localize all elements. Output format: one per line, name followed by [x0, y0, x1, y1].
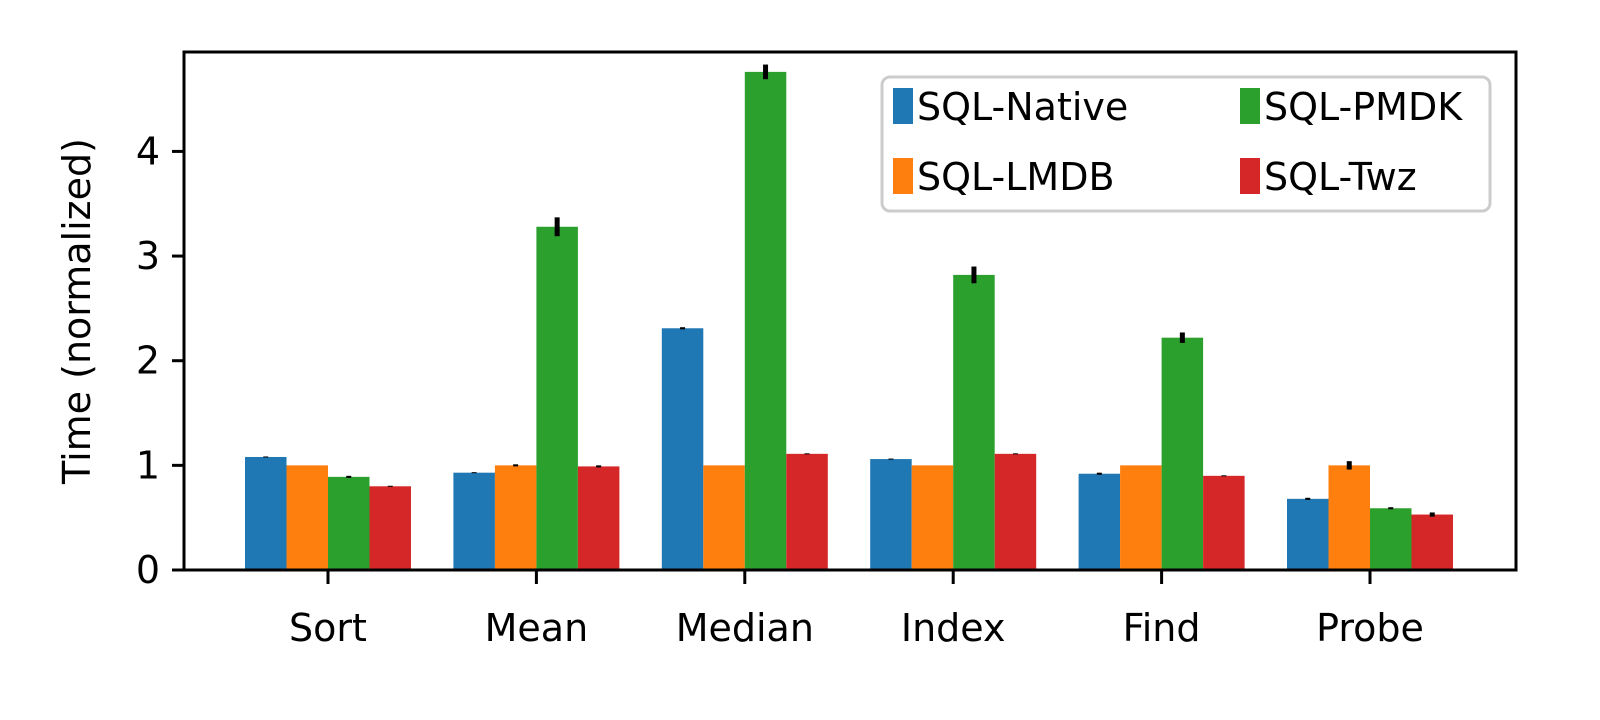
bar-sql-pmdk-sort — [328, 476, 370, 570]
x-tick-label: Find — [1123, 606, 1201, 650]
y-tick-label: 3 — [136, 234, 160, 278]
legend-label-sql-pmdk: SQL-PMDK — [1264, 85, 1463, 129]
bar-sql-twz-sort — [369, 486, 411, 570]
bar-sql-lmdb-sort — [286, 465, 328, 570]
legend: SQL-Native SQL-LMDB SQL-PMDK SQL-Twz — [880, 75, 1492, 213]
bar-sql-lmdb-median — [703, 465, 745, 570]
error-bars-layer — [263, 64, 1435, 517]
legend-swatch-sql-pmdk — [1240, 88, 1260, 124]
bars-layer — [245, 71, 1453, 571]
bar-sql-pmdk-median — [744, 71, 787, 571]
bar-sql-native-probe — [1287, 498, 1329, 570]
bar-sql-pmdk-find — [1161, 337, 1204, 570]
legend-label-sql-twz: SQL-Twz — [1264, 155, 1417, 199]
bar-sql-lmdb-index — [911, 465, 954, 570]
bar-sql-native-median — [661, 328, 704, 570]
y-axis: 0 1 2 3 4 — [136, 129, 184, 592]
x-tick-label: Sort — [289, 606, 367, 650]
y-tick-label: 1 — [136, 443, 160, 487]
legend-label-sql-lmdb: SQL-LMDB — [917, 155, 1115, 199]
legend-swatch-sql-lmdb — [893, 158, 913, 194]
y-tick-label: 2 — [136, 339, 160, 383]
bar-sql-native-index — [870, 459, 912, 570]
y-axis-label: Time (normalized) — [55, 138, 99, 485]
x-tick-label: Index — [901, 606, 1006, 650]
x-axis: Sort Mean Median Index Find Probe — [289, 570, 1424, 650]
y-tick-label: 4 — [136, 129, 160, 173]
plot-frame — [182, 50, 1518, 572]
bar-sql-lmdb-find — [1120, 465, 1162, 570]
legend-swatch-sql-twz — [1240, 158, 1260, 194]
bar-sql-native-find — [1078, 473, 1121, 570]
bar-sql-twz-median — [786, 453, 828, 570]
bar-sql-pmdk-index — [953, 274, 995, 570]
bar-sql-native-mean — [453, 472, 495, 570]
bar-sql-twz-mean — [577, 466, 620, 570]
bar-sql-twz-probe — [1411, 514, 1453, 570]
legend-swatch-sql-native — [893, 88, 913, 124]
bar-sql-native-sort — [245, 456, 287, 570]
bar-sql-pmdk-mean — [536, 226, 578, 571]
x-tick-label: Median — [676, 606, 814, 650]
y-tick-label: 0 — [136, 548, 160, 592]
x-tick-label: Mean — [485, 606, 589, 650]
legend-label-sql-native: SQL-Native — [917, 85, 1128, 129]
legend-box — [880, 75, 1492, 213]
bar-sql-lmdb-mean — [494, 465, 537, 570]
bar-sql-twz-index — [994, 453, 1037, 570]
bar-sql-twz-find — [1203, 475, 1245, 570]
bar-sql-lmdb-probe — [1328, 465, 1370, 570]
x-tick-label: Probe — [1316, 606, 1424, 650]
bar-sql-pmdk-probe — [1370, 508, 1412, 570]
